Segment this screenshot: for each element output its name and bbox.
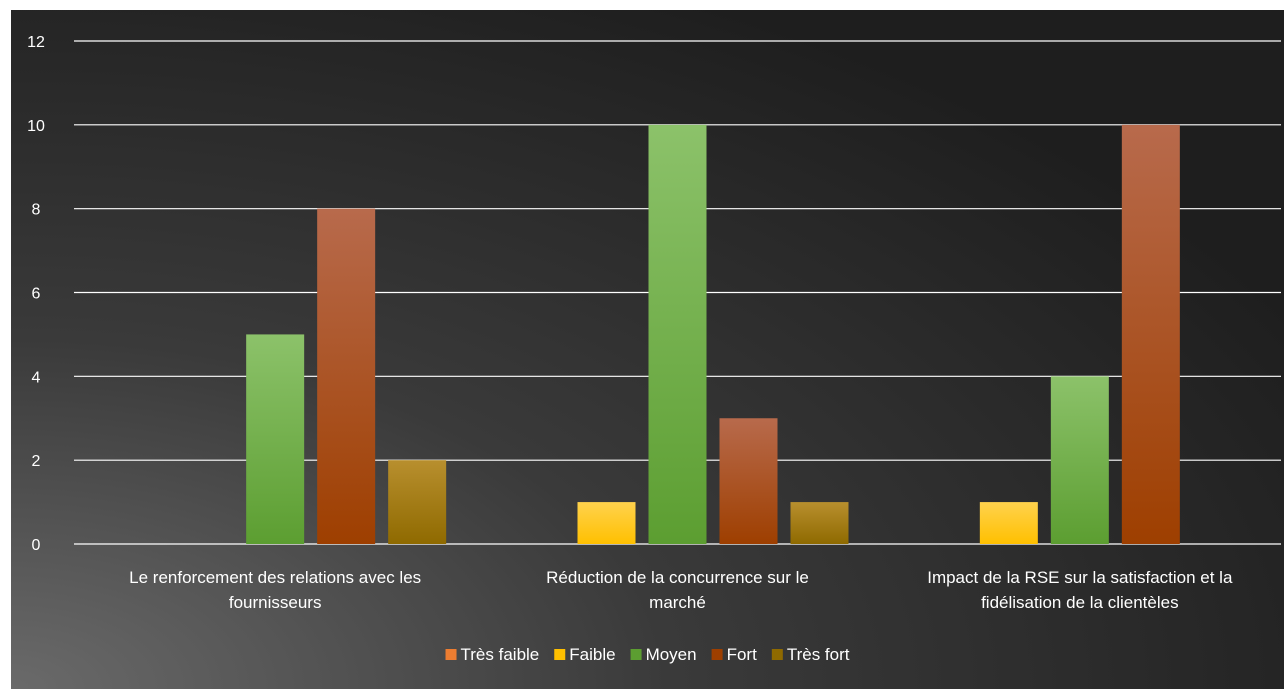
y-tick-label: 8 — [32, 202, 41, 219]
y-tick-label: 10 — [27, 118, 45, 135]
bar-tres-fort-cat-1 — [388, 460, 447, 544]
y-tick-label: 6 — [32, 286, 41, 303]
bar-fort-cat-2 — [719, 418, 778, 544]
legend-label: Faible — [569, 645, 615, 664]
bar-tres-fort-cat-2 — [790, 502, 849, 544]
legend-label: Moyen — [646, 645, 697, 664]
legend-swatch — [554, 649, 566, 660]
legend-item: Très fort — [771, 645, 850, 664]
legend-swatch — [771, 649, 783, 660]
legend-item: Moyen — [630, 645, 697, 664]
legend-label: Fort — [727, 645, 758, 664]
y-tick-label: 4 — [32, 369, 41, 386]
y-tick-label: 12 — [27, 34, 45, 51]
legend-item: Fort — [711, 645, 758, 664]
y-axis-ticks: 0 2 4 6 8 10 12 — [27, 34, 45, 554]
legend-swatch — [711, 649, 723, 660]
category-label: Impact de la RSE sur la satisfaction et … — [927, 568, 1233, 612]
bar-fort-cat-1 — [317, 208, 376, 544]
category-labels: Le renforcement des relations avec les fo… — [129, 568, 1233, 612]
legend-label: Très faible — [461, 645, 540, 664]
legend-swatch — [630, 649, 642, 660]
bar-faible-cat-2 — [577, 502, 636, 544]
y-tick-label: 2 — [32, 453, 41, 470]
bar-moyen-cat-2 — [648, 124, 707, 544]
legend-item: Faible — [554, 645, 616, 664]
bar-chart: 0 2 4 6 8 10 12 Le renforcement des relations … — [11, 10, 1284, 689]
bar-moyen-cat-1 — [246, 334, 305, 544]
category-label: Le renforcement des relations avec les fo… — [129, 568, 421, 612]
legend-swatch — [445, 649, 457, 660]
bar-faible-cat-3 — [979, 502, 1038, 544]
legend: Très faible Faible Moyen Fort Très fort — [445, 645, 850, 664]
bars — [246, 124, 1180, 544]
legend-item: Très faible — [445, 645, 540, 664]
bar-moyen-cat-3 — [1050, 376, 1109, 544]
chart-container: 0 2 4 6 8 10 12 Le renforcement des relations … — [11, 10, 1284, 689]
legend-label: Très fort — [787, 645, 850, 664]
chart-background — [11, 10, 1284, 689]
category-label: Réduction de la concurrence sur le marché — [546, 568, 809, 612]
y-tick-label: 0 — [32, 537, 41, 554]
bar-fort-cat-3 — [1121, 124, 1180, 544]
